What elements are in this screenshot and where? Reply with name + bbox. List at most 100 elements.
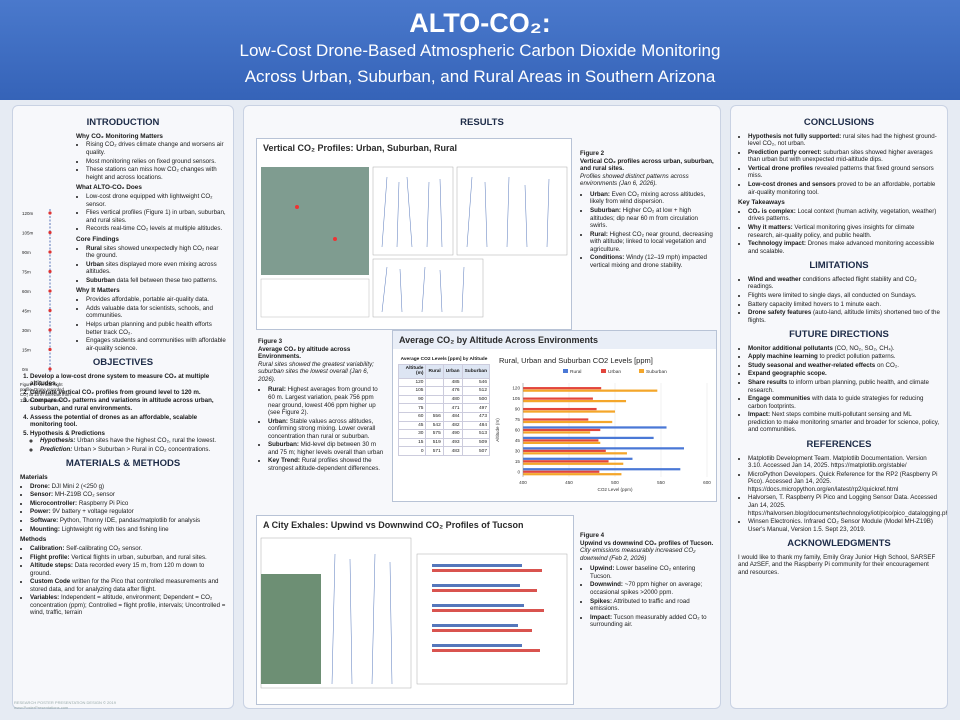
column-header: Suburban (461, 364, 491, 379)
altitude-label: 105m (22, 230, 34, 235)
bullet-list: Rising CO₂ drives climate change and wor… (76, 141, 226, 181)
list-item: Key Trend: Rural profiles showed the str… (268, 457, 386, 472)
table-row: 15 519 493 509 (397, 437, 491, 448)
table-cell: 482 (442, 420, 463, 431)
item-lead: Urban: (268, 417, 288, 425)
altitude-label: 15m (22, 347, 31, 352)
list-item: Upwind: Lower baseline CO₂ entering Tucs… (590, 565, 715, 580)
list-item: Software: Python, Thonny IDE, pandas/mat… (30, 517, 226, 525)
header: ALTO-CO₂: Low-Cost Drone-Based Atmospher… (0, 0, 960, 100)
table-cell: 471 (442, 403, 463, 413)
profile-line (331, 553, 393, 685)
bar (523, 410, 615, 413)
methods: MaterialsDrone: DJI Mini 2 (<250 g)Senso… (20, 474, 226, 617)
footer-line: RESEARCH POSTER PRESENTATION DESIGN © 20… (14, 700, 116, 705)
column-header: Altitude (m) (397, 364, 427, 379)
item-text: Urban > Suburban > Rural in CO₂ concentr… (72, 445, 211, 453)
bullet-list: Matplotlib Development Team. Matplotlib … (738, 455, 947, 534)
item-text: Independent = altitude, environment; Dep… (30, 594, 226, 617)
item-lead: Spikes: (590, 597, 613, 605)
item-text: Self-calibrating CO₂ sensor. (64, 544, 143, 552)
table-cell: 105 (397, 386, 427, 396)
panel-title: Vertical CO₂ Profiles: Urban, Suburban, … (263, 143, 458, 153)
bar (523, 452, 627, 455)
stop-marker (48, 327, 52, 332)
item-text: DJI Mini 2 (<250 g) (49, 482, 105, 490)
bar-chart: Rural, Urban and Suburban CO2 Levels [pp… (495, 356, 711, 492)
table-cell: 480 (442, 394, 463, 405)
list-item: Custom Code written for the Pico that co… (30, 578, 226, 593)
group-title: Key Takeaways (738, 199, 785, 207)
list-item: Flights were limited to single days, all… (748, 292, 940, 300)
list-item: Suburban: Higher CO₂ at low + high altit… (590, 207, 715, 230)
figure-4-caption: Figure 4 Upwind vs downwind CO₂ profiles … (580, 532, 715, 631)
section-heading: INTRODUCTION (86, 117, 160, 128)
y-tick-label: 45 (515, 438, 521, 443)
bar (523, 397, 593, 400)
objectives: Develop a low-cost drone system to measu… (20, 373, 226, 454)
table-cell: 519 (425, 437, 444, 448)
footer-line: www.PosterPresentations.com (14, 705, 69, 710)
list-item: Prediction: Urban > Suburban > Rural in … (40, 446, 226, 454)
y-tick-label: 90 (515, 407, 521, 412)
bar-shape (432, 584, 520, 587)
list-item: Prediction partly correct: suburban site… (748, 149, 940, 164)
item-text: on CO₂. (875, 361, 899, 369)
table-cell (425, 377, 444, 388)
caption-note: City emissions measurably increased CO₂ … (580, 547, 696, 562)
group-title: Methods (20, 536, 47, 544)
list-item: Generate vertical CO₂ profiles from grou… (30, 389, 226, 397)
list-item: Power: 9V battery + voltage regulator (30, 508, 226, 516)
item-text: Raspberry Pi Pico (77, 499, 129, 507)
bar (523, 449, 606, 452)
figure-caption: Figure 1: Vertical flight profile. Drone… (20, 382, 71, 403)
item-text: 9V battery + voltage regulator (50, 508, 134, 516)
table-cell: 483 (442, 446, 463, 456)
section-heading: OBJECTIVES (92, 357, 154, 369)
list-item: MicroPython Developers. Quick Reference … (748, 471, 940, 494)
item-lead: Microcontroller: (30, 499, 78, 507)
y-tick-label: 0 (517, 469, 520, 474)
table-row: 60 556 484 473 (397, 411, 491, 422)
table-cell: 90 (397, 394, 427, 405)
altitude-label: 90m (22, 250, 31, 255)
item-text: written for the Pico that controlled mea… (30, 578, 219, 593)
group-title: Why It Matters (76, 287, 120, 295)
bullet-list: Low-cost drone equipped with lightweight… (76, 193, 226, 233)
list-item: Impact: Tucson measurably added CO₂ to s… (590, 614, 715, 629)
list-item: Halvorsen, T. Raspberry Pi Pico and Logg… (748, 494, 947, 517)
list-item: Records real-time CO₂ levels at multiple… (86, 225, 226, 233)
figure-2-graphics (260, 166, 568, 318)
table-row: 45 542 482 484 (397, 420, 491, 431)
list-item: Hypothesis: Urban sites have the highest… (40, 437, 226, 445)
table-row: 30 575 490 513 (397, 429, 491, 439)
item-lead: Hypothesis not fully supported: (748, 132, 842, 140)
list-item: Share results to inform urban planning, … (748, 379, 940, 394)
table-cell: 476 (442, 386, 463, 396)
item-lead: Rural: (268, 386, 286, 394)
bar-shape (432, 649, 540, 652)
bar-shape (432, 624, 518, 627)
figure-3: Average CO₂ by Altitude Across Environme… (392, 330, 717, 502)
altitude-label: 30m (22, 328, 31, 333)
table-cell: 60 (397, 411, 427, 422)
list-item: Hypothesis not fully supported: rural si… (748, 133, 940, 148)
table-cell: 571 (425, 446, 444, 456)
item-text: Vertical flights in urban, suburban, and… (69, 553, 207, 561)
item-lead: Apply machine learning (748, 353, 818, 361)
item-text: rural sites had the highest ground-level… (748, 132, 937, 148)
x-axis-label: CO2 Level (ppm) (598, 487, 633, 492)
bar (523, 460, 609, 463)
profile-plot (372, 166, 454, 256)
list-item: Study seasonal and weather-related effec… (748, 362, 940, 370)
item-text: Lightweight rig with ties and fishing li… (59, 525, 169, 533)
profile-line (381, 176, 443, 248)
bullet-list: Monitor additional pollutants (CO, NO₂, … (738, 345, 940, 434)
item-lead: Study seasonal and weather-related effec… (748, 361, 876, 369)
item-text: Higher CO₂ at low + high altitudes; dip … (590, 206, 698, 230)
item-text: data fell between these two patterns. (114, 276, 218, 284)
item-text: Python, Thonny IDE, pandas/matplotlib fo… (58, 517, 201, 525)
item-lead: Software: (30, 517, 59, 525)
table-cell: 493 (442, 437, 463, 448)
item-text: proved to be an affordable, portable air… (748, 180, 936, 196)
